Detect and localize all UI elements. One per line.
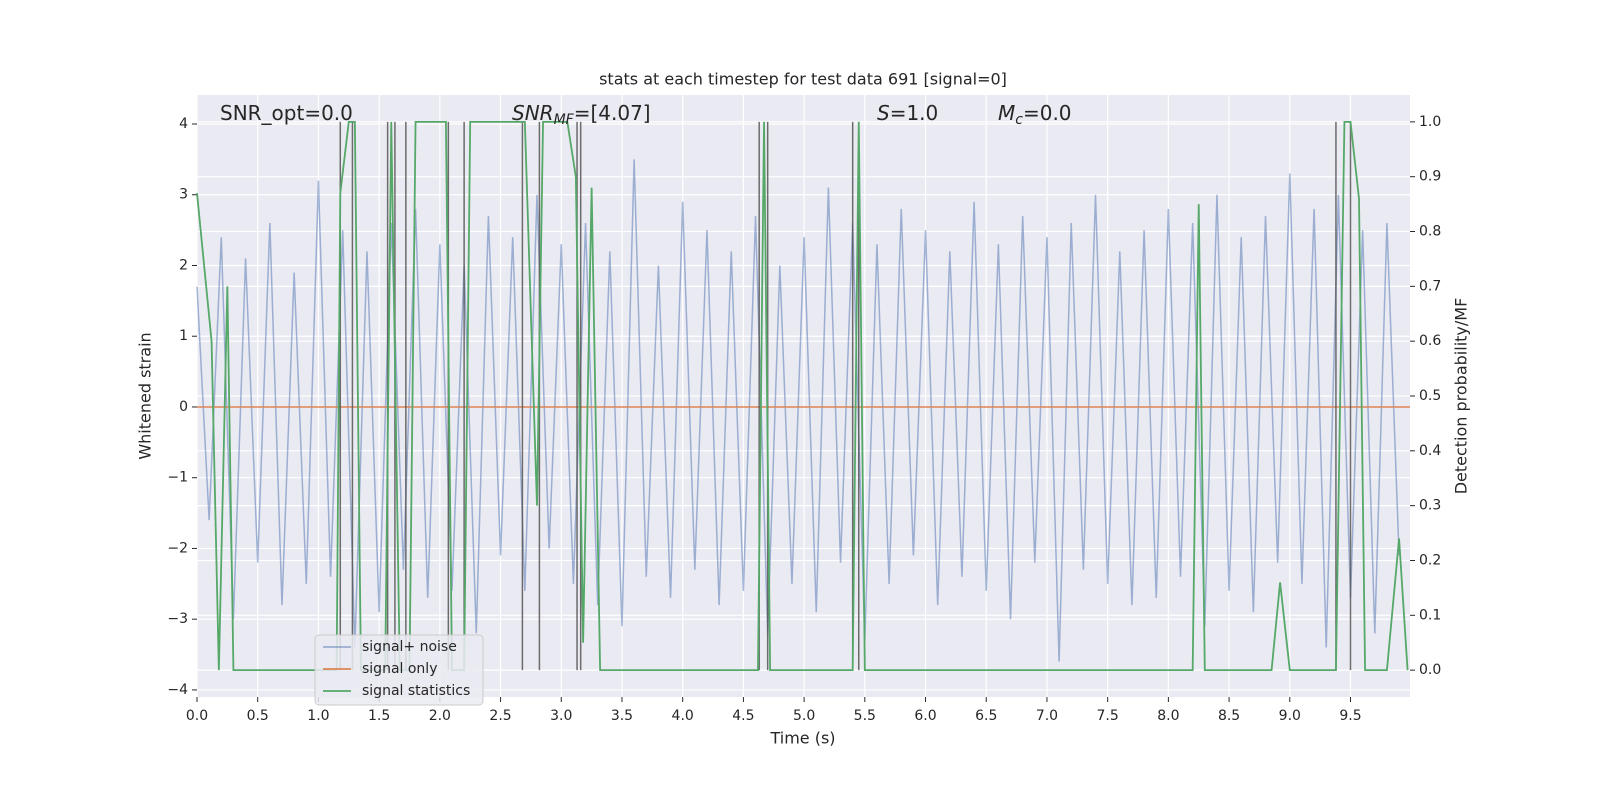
legend-label: signal only: [362, 661, 437, 677]
annotation-main: SNR: [512, 101, 554, 125]
y-tick-label: −1: [167, 470, 188, 486]
annotation: S=1.0: [877, 101, 938, 125]
series-line: [196, 159, 1400, 662]
y2-tick-label: 0.0: [1419, 662, 1441, 678]
x-tick-label: 2.0: [429, 708, 451, 724]
x-tick-label: 0.0: [186, 708, 208, 724]
y-tick-label: 4: [179, 116, 188, 132]
x-tick-label: 6.0: [914, 708, 936, 724]
y-tick-label: 3: [179, 187, 188, 203]
annotation-main: M: [998, 101, 1015, 125]
y2-tick-label: 0.3: [1419, 498, 1441, 514]
x-axis-label: Time (s): [769, 729, 835, 748]
annotation-rest: =1.0: [890, 101, 939, 125]
x-tick-label: 6.5: [975, 708, 997, 724]
x-tick-label: 8.0: [1157, 708, 1179, 724]
y-tick-label: 1: [179, 328, 188, 344]
x-tick-label: 0.5: [247, 708, 269, 724]
legend-label: signal+ noise: [362, 639, 457, 655]
x-tick-label: 1.5: [368, 708, 390, 724]
y-tick-label: 2: [179, 257, 188, 273]
y2-tick-label: 0.6: [1419, 333, 1441, 349]
annotation: Mc=0.0: [998, 101, 1072, 129]
annotation-rest: =0.0: [1023, 101, 1072, 125]
annotation-main: SNR_opt=0.0: [220, 101, 353, 125]
y2-tick-label: 0.5: [1419, 388, 1441, 404]
x-tick-label: 4.0: [672, 708, 694, 724]
x-tick-label: 3.5: [611, 708, 633, 724]
annotation-rest: =[4.07]: [574, 101, 651, 125]
x-tick-label: 4.5: [732, 708, 754, 724]
annotation-main: S: [877, 101, 890, 125]
legend-label: signal statistics: [362, 683, 470, 699]
x-tick-label: 9.5: [1339, 708, 1361, 724]
y-tick-label: −4: [167, 682, 188, 698]
chart-title: stats at each timestep for test data 691…: [599, 70, 1007, 89]
y-tick-label: −3: [167, 611, 188, 627]
y2-tick-label: 0.4: [1419, 443, 1441, 459]
x-tick-label: 5.5: [854, 708, 876, 724]
y2-tick-label: 0.1: [1419, 607, 1441, 623]
x-tick-label: 1.0: [307, 708, 329, 724]
x-tick-label: 7.5: [1097, 708, 1119, 724]
annotation: SNR_opt=0.0: [220, 101, 353, 125]
x-tick-label: 9.0: [1279, 708, 1301, 724]
series-line: [196, 120, 1409, 672]
legend-box: [314, 634, 484, 706]
y2-tick-label: 1.0: [1419, 114, 1441, 130]
x-tick-label: 7.0: [1036, 708, 1058, 724]
y2-tick-label: 0.2: [1419, 552, 1441, 568]
x-tick-label: 3.0: [550, 708, 572, 724]
annotation: SNRMF=[4.07]: [512, 101, 651, 129]
y-axis-label: Whitened strain: [136, 332, 155, 459]
annotation-sub: c: [1015, 112, 1023, 128]
y2-axis-label: Detection probability/MF: [1452, 298, 1471, 495]
y2-tick-label: 0.8: [1419, 224, 1441, 240]
x-tick-label: 8.5: [1218, 708, 1240, 724]
legend: signal+ noise signal only signal statistic…: [314, 634, 484, 706]
y2-tick-label: 0.7: [1419, 278, 1441, 294]
y-tick-label: 0: [179, 399, 188, 415]
y2-tick-label: 0.9: [1419, 169, 1441, 185]
x-tick-label: 2.5: [489, 708, 511, 724]
y-tick-label: −2: [167, 540, 188, 556]
x-tick-label: 5.0: [793, 708, 815, 724]
annotation-sub: MF: [554, 112, 575, 128]
